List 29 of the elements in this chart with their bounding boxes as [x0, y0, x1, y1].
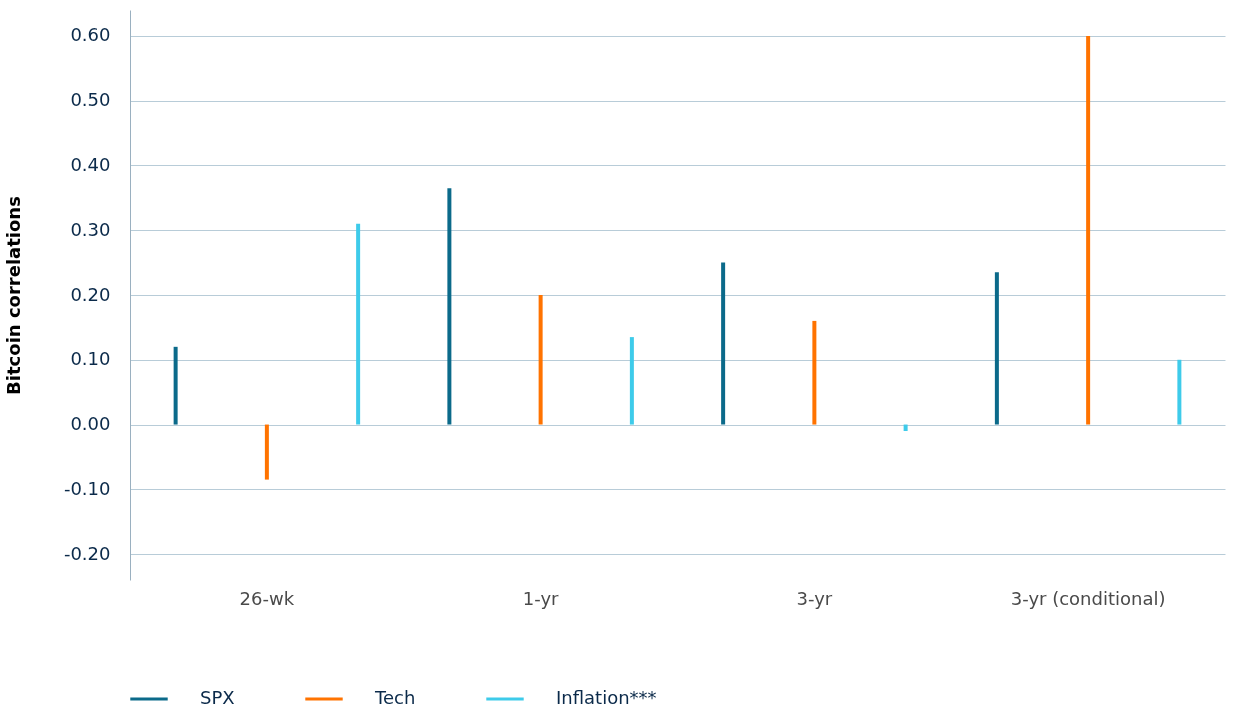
bar [538, 295, 543, 425]
bar [812, 320, 817, 425]
bar [994, 272, 999, 425]
bar [264, 424, 269, 480]
bar [903, 424, 908, 432]
legend-label: Tech [374, 687, 416, 708]
bar [1177, 359, 1182, 425]
legend-label: SPX [200, 687, 235, 708]
y-tick-label: 0.60 [70, 24, 111, 46]
x-tick-label: 3-yr [796, 587, 833, 609]
bar [173, 346, 178, 425]
y-tick-label: 0.40 [70, 153, 111, 175]
y-tick-label: 0.50 [70, 89, 111, 111]
y-tick-label: -0.10 [63, 477, 111, 499]
y-axis-title: Bitcoin correlations [2, 196, 24, 395]
y-tick-label: 0.30 [70, 218, 111, 240]
y-tick-label: 0.10 [70, 348, 111, 370]
x-tick-label: 26-wk [239, 587, 295, 609]
y-tick-label: 0.00 [70, 413, 111, 435]
bar [1086, 35, 1091, 425]
x-tick-label: 1-yr [522, 587, 560, 609]
y-tick-label: -0.20 [63, 542, 111, 564]
legend-label: Inflation*** [556, 687, 657, 708]
bar [721, 262, 726, 425]
y-tick-label: 0.20 [70, 283, 111, 305]
x-tick-label: 3-yr (conditional) [1010, 587, 1166, 609]
bar [447, 188, 452, 425]
bar [629, 337, 634, 425]
bar [356, 223, 361, 425]
